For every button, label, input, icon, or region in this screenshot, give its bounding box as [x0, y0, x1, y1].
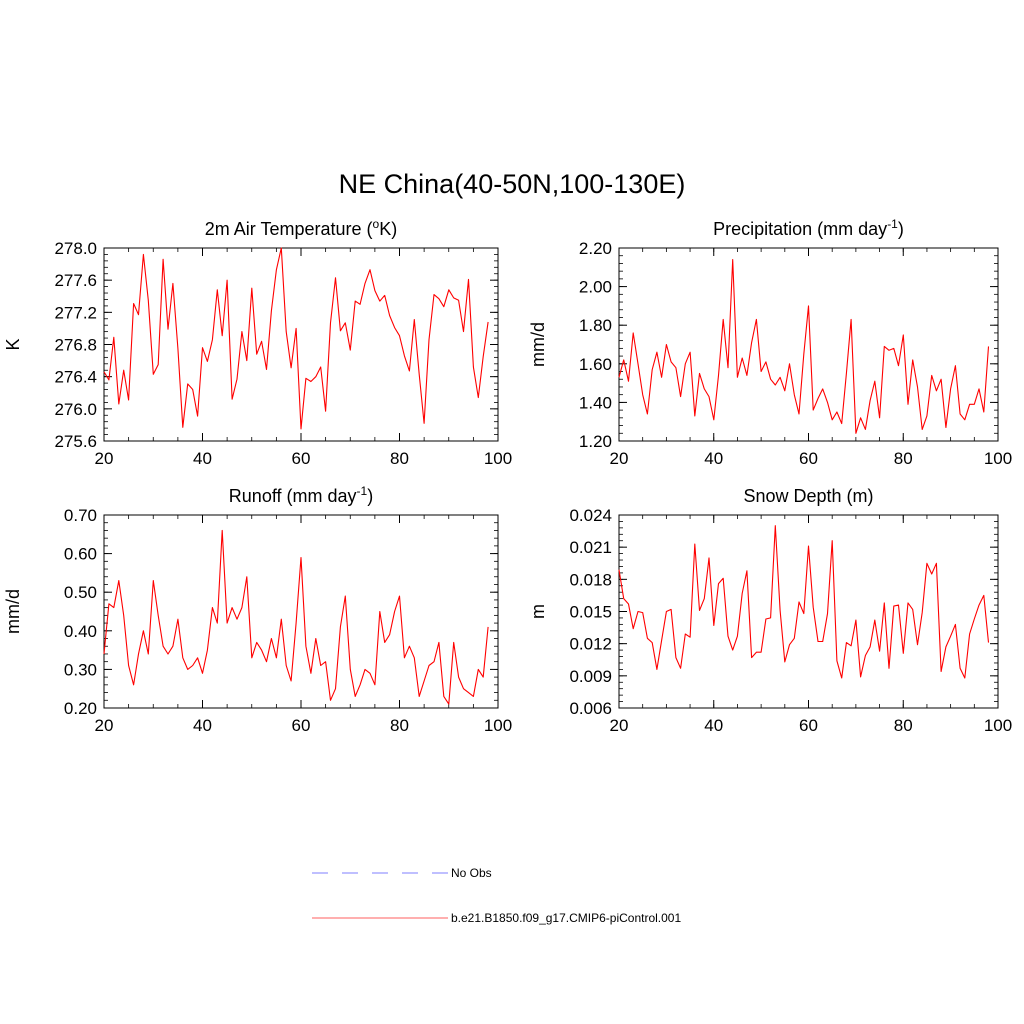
x-tick-label: 40 — [704, 449, 723, 468]
y-tick-label: 278.0 — [54, 239, 97, 258]
series-line — [103, 247, 489, 430]
y-tick-label: 0.009 — [569, 667, 612, 686]
x-tick-label: 100 — [984, 716, 1012, 735]
y-tick-label: 0.012 — [569, 635, 612, 654]
x-tick-label: 100 — [484, 449, 512, 468]
y-axis-label: m — [528, 604, 548, 619]
panel-title-superscript: -1 — [887, 217, 898, 231]
panel-title-text: Runoff (mm day — [229, 486, 357, 506]
legend-label: No Obs — [451, 866, 492, 880]
y-axis-label: K — [3, 338, 23, 350]
legend-label: b.e21.B1850.f09_g17.CMIP6-piControl.001 — [451, 911, 681, 925]
y-tick-label: 2.20 — [579, 239, 612, 258]
x-tick-label: 40 — [193, 716, 212, 735]
panel-precip: 1.20 1.40 1.60 1.80 2.00 2.20 20 40 60 80 100 Preci… — [528, 217, 1012, 468]
y-tick-label: 275.6 — [54, 432, 97, 451]
x-tick-label: 80 — [390, 449, 409, 468]
plot-frame — [618, 247, 999, 442]
panel-title-superscript: -1 — [357, 484, 368, 498]
x-tick-label: 80 — [894, 449, 913, 468]
x-tick-label: 60 — [799, 449, 818, 468]
main-title: NE China(40-50N,100-130E) — [339, 169, 686, 199]
y-tick-label: 277.2 — [54, 303, 97, 322]
y-tick-label: 276.4 — [54, 368, 97, 387]
series-line — [103, 529, 489, 705]
plot-frame — [618, 514, 999, 709]
x-tick-label: 60 — [292, 716, 311, 735]
panel-temp: 275.6 276.0 276.4 276.8 277.2 277.6 278.0 20 40 6… — [3, 217, 512, 468]
y-tick-label: 0.50 — [64, 583, 97, 602]
x-tick-label: 20 — [95, 449, 114, 468]
x-tick-label: 80 — [390, 716, 409, 735]
y-tick-label: 0.021 — [569, 538, 612, 557]
panel-snow: 0.006 0.009 0.012 0.015 0.018 0.021 0.024 20 40 6… — [528, 486, 1012, 735]
y-tick-label: 0.60 — [64, 545, 97, 564]
y-tick-label: 0.40 — [64, 622, 97, 641]
x-tick-label: 80 — [894, 716, 913, 735]
x-tick-label: 60 — [799, 716, 818, 735]
plot-frame — [103, 514, 499, 709]
panel-title-text: Precipitation (mm day — [713, 219, 887, 239]
panel-title-text: 2m Air Temperature ( — [205, 219, 373, 239]
panel-title-suffix: K) — [379, 219, 397, 239]
x-tick-label: 40 — [193, 449, 212, 468]
y-tick-label: 2.00 — [579, 278, 612, 297]
x-tick-label: 100 — [984, 449, 1012, 468]
y-tick-label: 1.20 — [579, 432, 612, 451]
panel-title-text: Snow Depth (m) — [743, 486, 873, 506]
y-tick-label: 276.0 — [54, 400, 97, 419]
plot-frame — [103, 247, 499, 442]
y-tick-label: 1.40 — [579, 393, 612, 412]
y-tick-label: 276.8 — [54, 336, 97, 355]
y-tick-label: 277.6 — [54, 271, 97, 290]
x-tick-label: 20 — [95, 716, 114, 735]
y-tick-label: 0.018 — [569, 570, 612, 589]
panel-runoff: 0.20 0.30 0.40 0.50 0.60 0.70 20 40 60 80 100 Runof… — [3, 484, 512, 735]
panel-title-suffix: ) — [367, 486, 373, 506]
y-tick-label: 1.80 — [579, 316, 612, 335]
y-tick-label: 1.60 — [579, 355, 612, 374]
x-tick-label: 100 — [484, 716, 512, 735]
y-tick-label: 0.024 — [569, 506, 612, 525]
y-tick-label: 0.70 — [64, 506, 97, 525]
panel-title: Snow Depth (m) — [743, 486, 873, 506]
y-tick-label: 0.20 — [64, 699, 97, 718]
y-axis-label: mm/d — [528, 322, 548, 367]
y-tick-label: 0.006 — [569, 699, 612, 718]
panel-title: 2m Air Temperature (oK) — [205, 217, 397, 239]
series-line — [618, 259, 990, 434]
panel-title: Precipitation (mm day-1) — [713, 217, 904, 239]
panel-title: Runoff (mm day-1) — [229, 484, 373, 506]
y-tick-label: 0.015 — [569, 603, 612, 622]
y-axis-label: mm/d — [3, 589, 23, 634]
legend: No Obs b.e21.B1850.f09_g17.CMIP6-piContro… — [312, 866, 681, 925]
panel-title-suffix: ) — [898, 219, 904, 239]
panels: 275.6 276.0 276.4 276.8 277.2 277.6 278.0 20 40 6… — [3, 217, 1012, 735]
x-tick-label: 20 — [610, 716, 629, 735]
x-tick-label: 60 — [292, 449, 311, 468]
series-line — [618, 525, 990, 679]
x-tick-label: 40 — [704, 716, 723, 735]
y-tick-label: 0.30 — [64, 660, 97, 679]
x-tick-label: 20 — [610, 449, 629, 468]
panel-title-superscript: o — [373, 217, 380, 231]
